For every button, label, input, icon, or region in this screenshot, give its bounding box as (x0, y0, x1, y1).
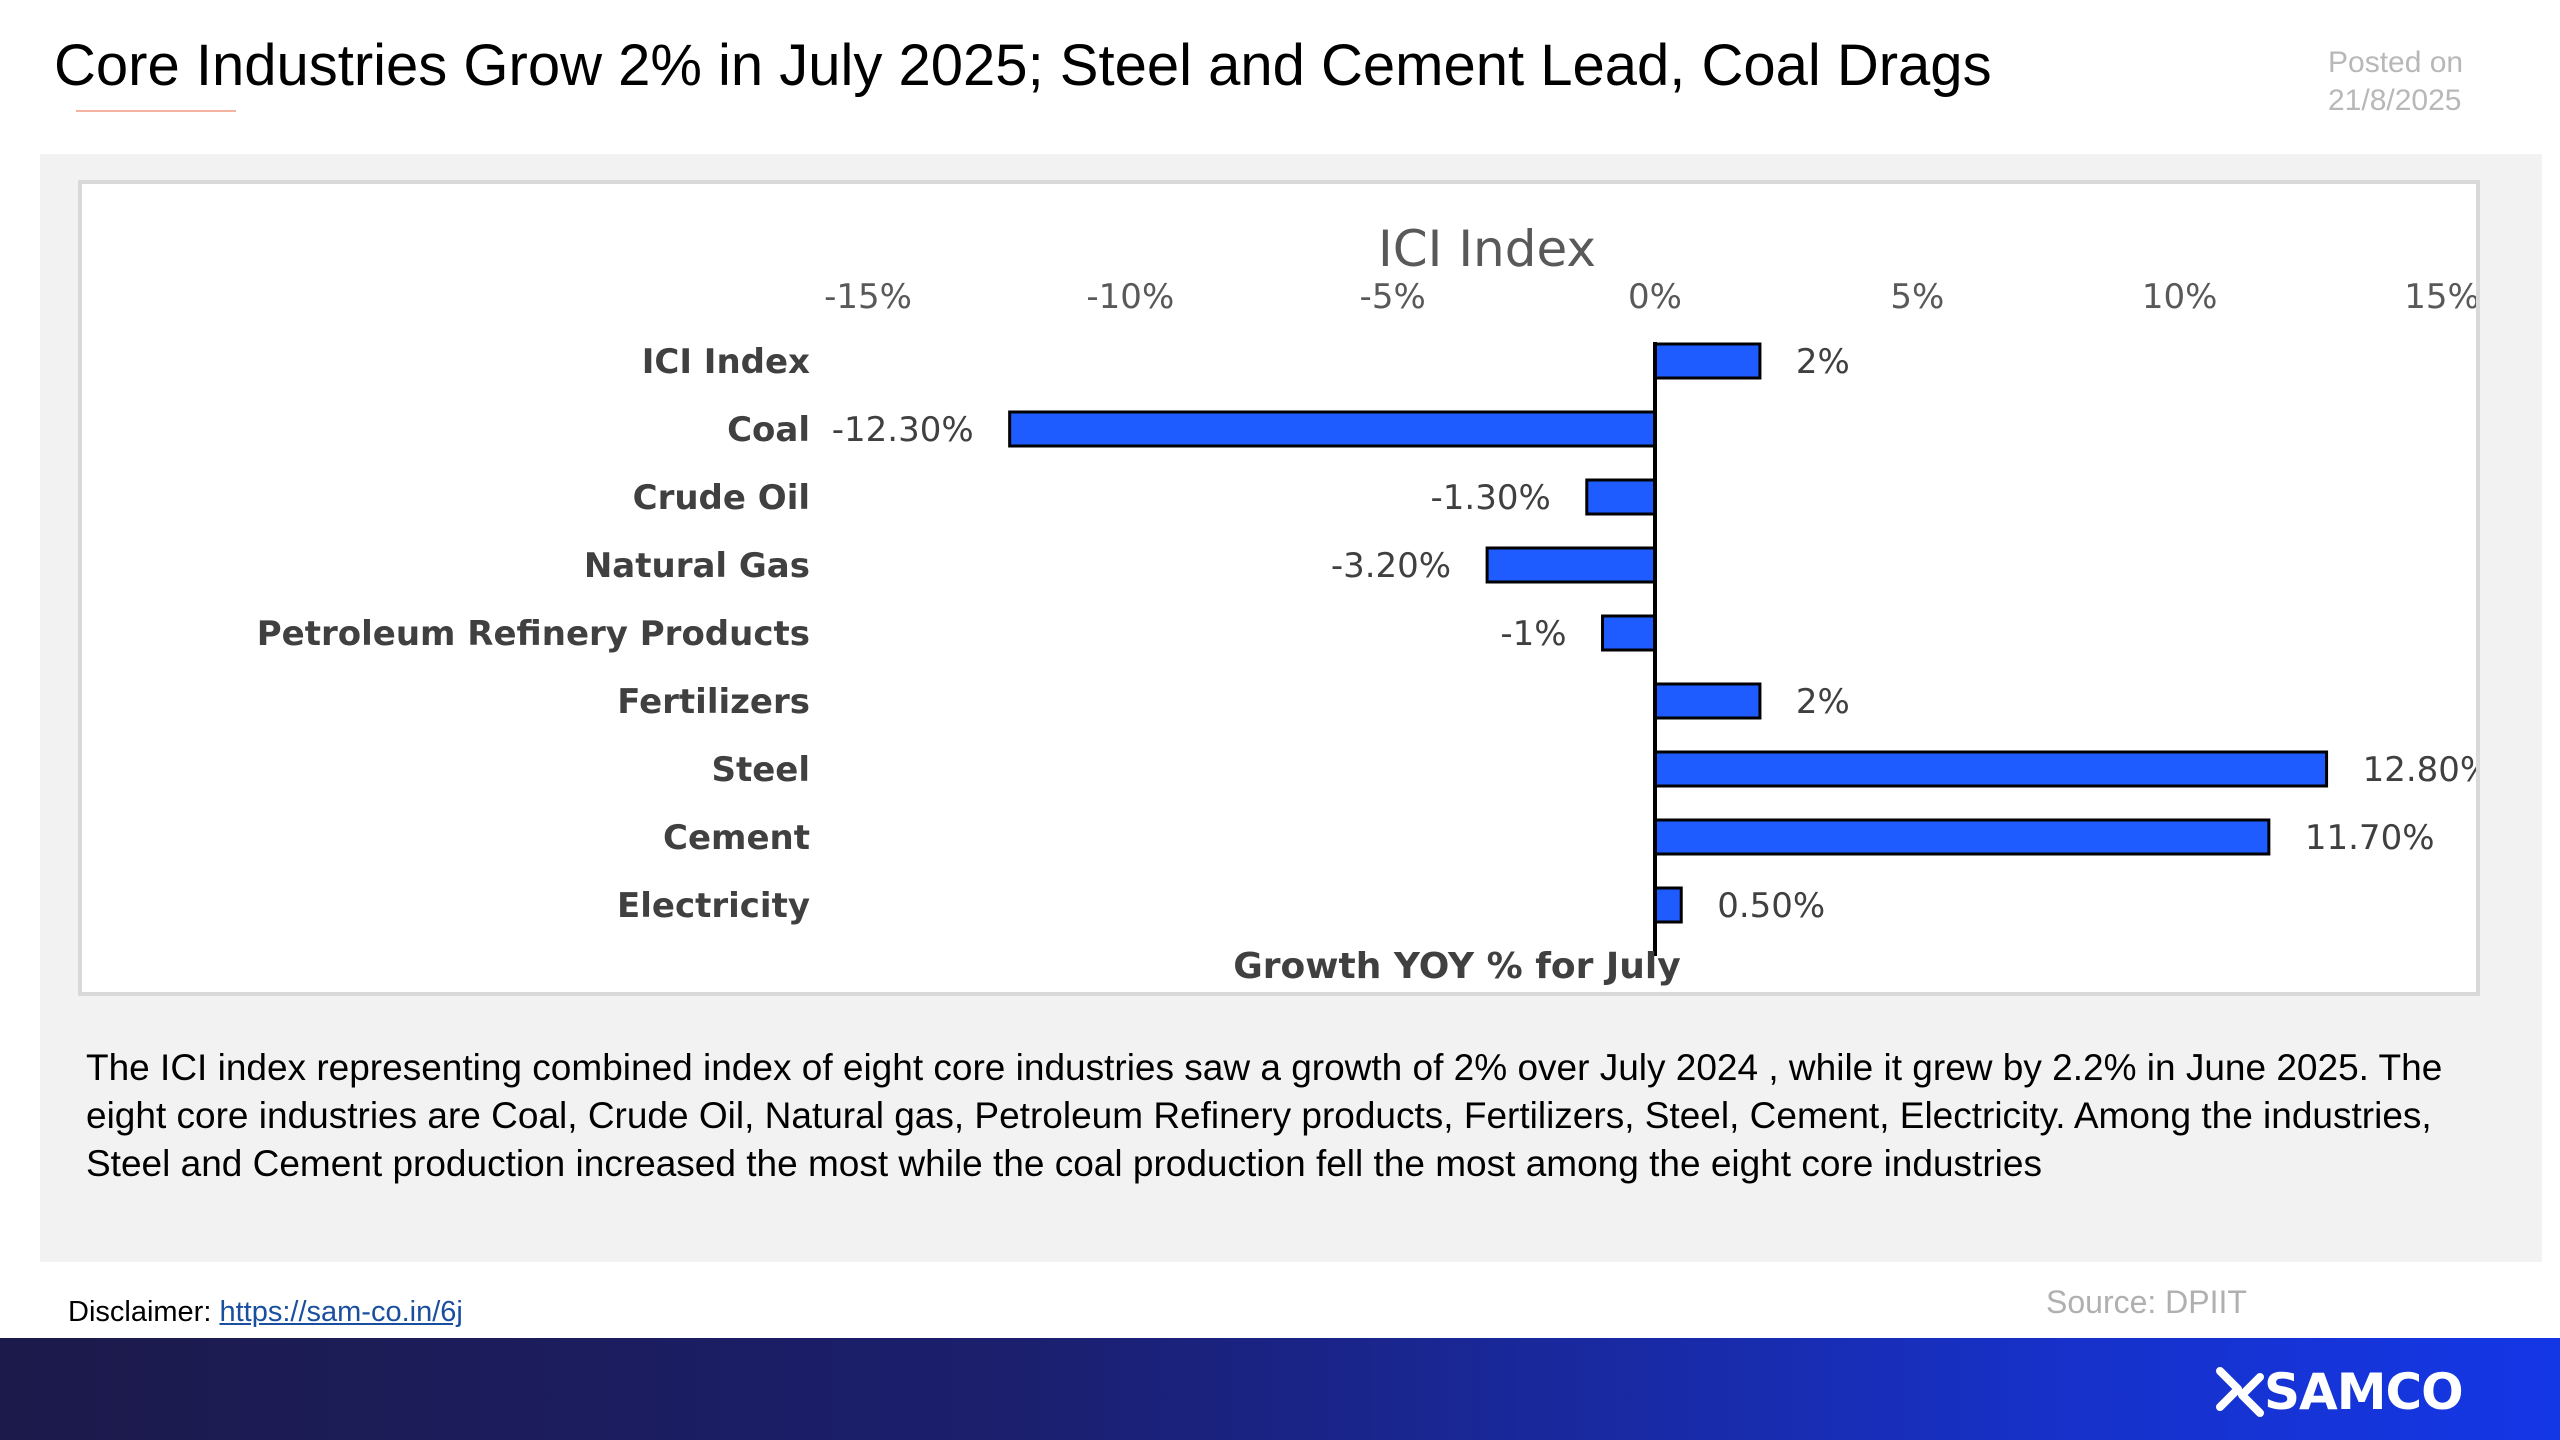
category-label: Petroleum Refinery Products (257, 614, 810, 654)
data-label: 2% (1796, 342, 1850, 382)
chart-frame: ICI Index -15% -10% -5% 0% 5% 10% 15% ICI Index… (78, 180, 2480, 996)
category-label: Steel (711, 750, 810, 790)
data-label: 12.80% (2363, 750, 2476, 790)
x-tick-label: -10% (1086, 277, 1174, 317)
bar (1653, 886, 1683, 924)
category-label: Natural Gas (584, 546, 810, 586)
page-title: Core Industries Grow 2% in July 2025; St… (54, 33, 1992, 98)
bar (1601, 614, 1657, 652)
category-label: Crude Oil (633, 478, 810, 518)
bar (1653, 750, 2329, 788)
samco-logo-icon (2216, 1367, 2264, 1417)
disclaimer-link[interactable]: https://sam-co.in/6j (219, 1296, 463, 1328)
bar (1653, 342, 1762, 380)
chart-title: ICI Index (1378, 220, 1596, 278)
data-label: 2% (1796, 682, 1850, 722)
data-label: 11.70% (2305, 818, 2435, 858)
bar (1653, 682, 1762, 720)
data-label: -1.30% (1431, 478, 1551, 518)
disclaimer-label: Disclaimer: (68, 1296, 212, 1328)
bar (1485, 546, 1657, 584)
data-label: 0.50% (1717, 886, 1825, 926)
category-label: Fertilizers (617, 682, 810, 722)
title-underline (76, 110, 236, 112)
bar (1585, 478, 1657, 516)
posted-label: Posted on (2328, 46, 2464, 79)
category-label: Cement (663, 818, 810, 858)
x-tick-label: 5% (1890, 277, 1944, 317)
posted-date-value: 21/8/2025 (2328, 84, 2462, 117)
x-axis-label: Growth YOY % for July (1233, 946, 1681, 987)
samco-logo: SAMCO (2216, 1363, 2464, 1421)
data-label: -1% (1500, 614, 1566, 654)
x-tick-label: -5% (1360, 277, 1426, 317)
category-label: Electricity (617, 886, 810, 926)
category-label: Coal (727, 410, 810, 450)
samco-logo-text: SAMCO (2264, 1363, 2464, 1421)
x-tick-label: 15% (2404, 277, 2476, 317)
data-label: -12.30% (832, 410, 974, 450)
posted-date: Posted on 21/8/2025 (2328, 44, 2528, 120)
bar (1653, 818, 2271, 856)
source-text: Source: DPIIT (2046, 1284, 2247, 1320)
disclaimer: Disclaimer: https://sam-co.in/6j (68, 1296, 463, 1329)
x-tick-label: 10% (2142, 277, 2218, 317)
category-label: ICI Index (642, 342, 810, 382)
x-tick-label: 0% (1628, 277, 1682, 317)
x-tick-label: -15% (824, 277, 912, 317)
data-label: -3.20% (1331, 546, 1451, 586)
footer-bar (0, 1338, 2560, 1440)
bar (1008, 410, 1657, 448)
bar-chart: ICI Index -15% -10% -5% 0% 5% 10% 15% ICI Index… (257, 220, 2476, 987)
description-text: The ICI index representing combined inde… (86, 1047, 2443, 1184)
